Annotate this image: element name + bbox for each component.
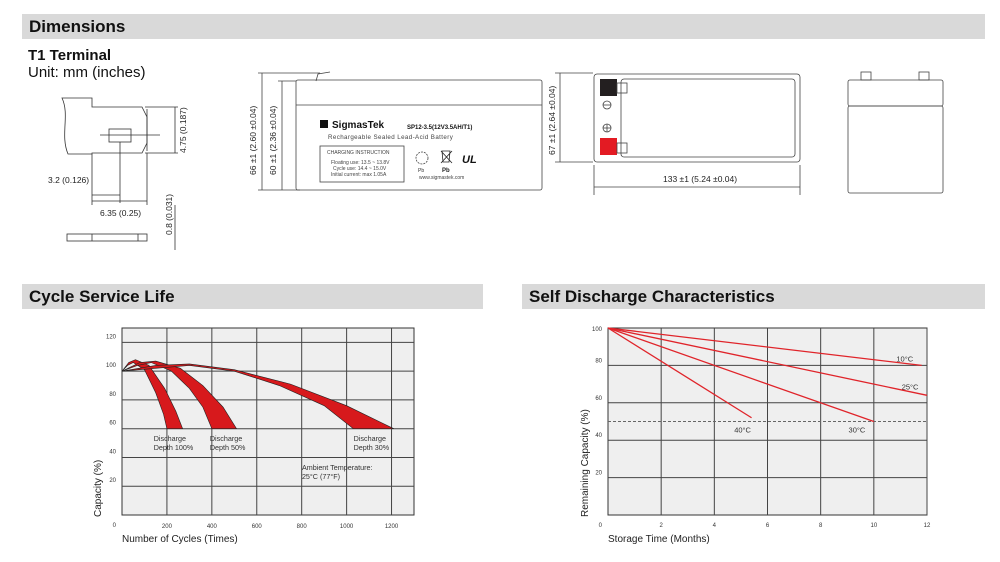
- dim-length: 133 ±1 (5.24 ±0.04): [663, 174, 737, 184]
- x-tick-label: 10: [870, 523, 877, 529]
- chart-annotation: Discharge: [354, 434, 386, 443]
- chart-annotation: Discharge: [210, 434, 242, 443]
- ul-mark-icon: UL: [462, 154, 477, 166]
- series-label: 40°C: [734, 426, 751, 435]
- charging-line: Initial current: max 1.05A: [331, 172, 387, 178]
- chart-annotation: Discharge: [154, 434, 186, 443]
- dimensions-header: Dimensions: [22, 14, 985, 39]
- dim-terminal-width: 6.35 (0.25): [100, 208, 141, 218]
- self-discharge-chart: 10°C 25°C 30°C 40°C 0 2 4 6 8 10 12 20 40 60 80 100 Stor…: [580, 327, 931, 545]
- charging-line: Cycle use: 14.4 ~ 15.0V: [333, 166, 387, 172]
- charging-title: CHARGING INSTRUCTION: [327, 150, 390, 156]
- recycle-pb-label: Pb: [418, 168, 424, 174]
- website: www.sigmastek.com: [419, 175, 464, 181]
- charging-line: Floating use: 13.5 ~ 13.8V: [331, 160, 390, 166]
- x-tick-label: 12: [924, 523, 931, 529]
- y-tick-label: 80: [109, 392, 116, 398]
- x-tick-label: 2: [659, 523, 663, 529]
- x-tick-label: 4: [713, 523, 717, 529]
- x-tick-label: 200: [162, 524, 173, 530]
- chart-annotation: Depth 30%: [354, 443, 390, 452]
- discharge-line-25c: [607, 327, 928, 396]
- battery-front-view: 66 ±1 (2.60 ±0.04) 60 ±1 (2.36 ±0.04) Si…: [248, 71, 543, 191]
- discharge-line-40c: [607, 327, 752, 419]
- dim-total-height: 66 ±1 (2.60 ±0.04): [248, 105, 258, 175]
- y-tick-label: 80: [595, 358, 602, 364]
- dim-top-height: 67 ±1 (2.64 ±0.04): [547, 85, 557, 155]
- cycle-life-header: Cycle Service Life: [22, 284, 483, 309]
- y-axis-label: Remaining Capacity (%): [580, 409, 591, 517]
- terminal-title: T1 Terminal: [28, 47, 112, 64]
- chart-annotation: Depth 100%: [154, 443, 194, 452]
- y-tick-label: 0: [113, 523, 117, 529]
- cycle-band-3: [121, 363, 394, 429]
- y-tick-label: 100: [106, 363, 117, 369]
- cycle-band-2: [121, 360, 238, 429]
- x-tick-label: 1200: [385, 524, 399, 530]
- x-tick-label: 1000: [340, 524, 354, 530]
- series-label: 10°C: [896, 355, 913, 364]
- y-tick-label: 20: [595, 471, 602, 477]
- y-tick-label: 100: [592, 327, 603, 333]
- y-tick-label: 60: [595, 396, 602, 402]
- y-tick-label: 120: [106, 334, 117, 340]
- x-tick-label: 800: [297, 524, 308, 530]
- battery-top-view: 67 ±1 (2.64 ±0.04) 133 ±1 (5.24 ±0.04): [547, 72, 801, 195]
- x-axis-label: Storage Time (Months): [608, 534, 710, 545]
- unit-label: Unit: mm (inches): [28, 64, 146, 81]
- chart-annotation: Depth 50%: [210, 443, 246, 452]
- series-label: 25°C: [902, 383, 919, 392]
- brand-name: SigmasTek: [332, 120, 384, 131]
- x-tick-label: 8: [819, 523, 823, 529]
- terminal-diagram: 4.75 (0.187) 3.2 (0.126) 6.35 (0.25) 0.8…: [48, 97, 188, 250]
- series-label: 30°C: [849, 426, 866, 435]
- x-tick-label: 6: [766, 523, 770, 529]
- dim-case-height: 60 ±1 (2.36 ±0.04): [268, 105, 278, 175]
- dim-terminal-thickness: 0.8 (0.031): [164, 194, 174, 235]
- y-tick-label: 40: [109, 449, 116, 455]
- battery-side-view: [847, 71, 944, 194]
- x-axis-label: Number of Cycles (Times): [122, 534, 238, 545]
- recycle-icon: [415, 151, 429, 165]
- dim-terminal-height: 4.75 (0.187): [178, 107, 188, 153]
- y-tick-label: 60: [109, 421, 116, 427]
- bin-pb-label: Pb: [442, 168, 450, 174]
- chart-annotation: Ambient Temperature:: [302, 463, 373, 472]
- sigma-logo-icon: [320, 120, 328, 128]
- positive-terminal: [600, 138, 617, 155]
- discharge-line-10c: [607, 327, 922, 367]
- cycle-band-1: [121, 359, 184, 429]
- y-tick-label: 40: [595, 433, 602, 439]
- y-axis-label: Capacity (%): [93, 460, 104, 517]
- model-number: SP12-3.5(12V3.5AH/T1): [407, 125, 472, 131]
- crossed-bin-icon: [440, 150, 453, 164]
- x-tick-label: 600: [252, 524, 263, 530]
- discharge-line-30c: [607, 327, 875, 423]
- cycle-life-chart: 200 400 600 800 1000 1200 0 20 40 60 80 100 120 Numbe…: [93, 327, 415, 545]
- x-tick-label: 400: [207, 524, 218, 530]
- y-tick-label: 20: [109, 478, 116, 484]
- self-discharge-header: Self Discharge Characteristics: [522, 284, 985, 309]
- chart-annotation: 25°C (77°F): [302, 472, 340, 481]
- negative-terminal: [600, 79, 617, 96]
- x-tick-label: 0: [599, 523, 603, 529]
- dim-hole-offset: 3.2 (0.126): [48, 175, 89, 185]
- battery-subtitle: Rechargeable Sealed Lead-Acid Battery: [328, 134, 454, 141]
